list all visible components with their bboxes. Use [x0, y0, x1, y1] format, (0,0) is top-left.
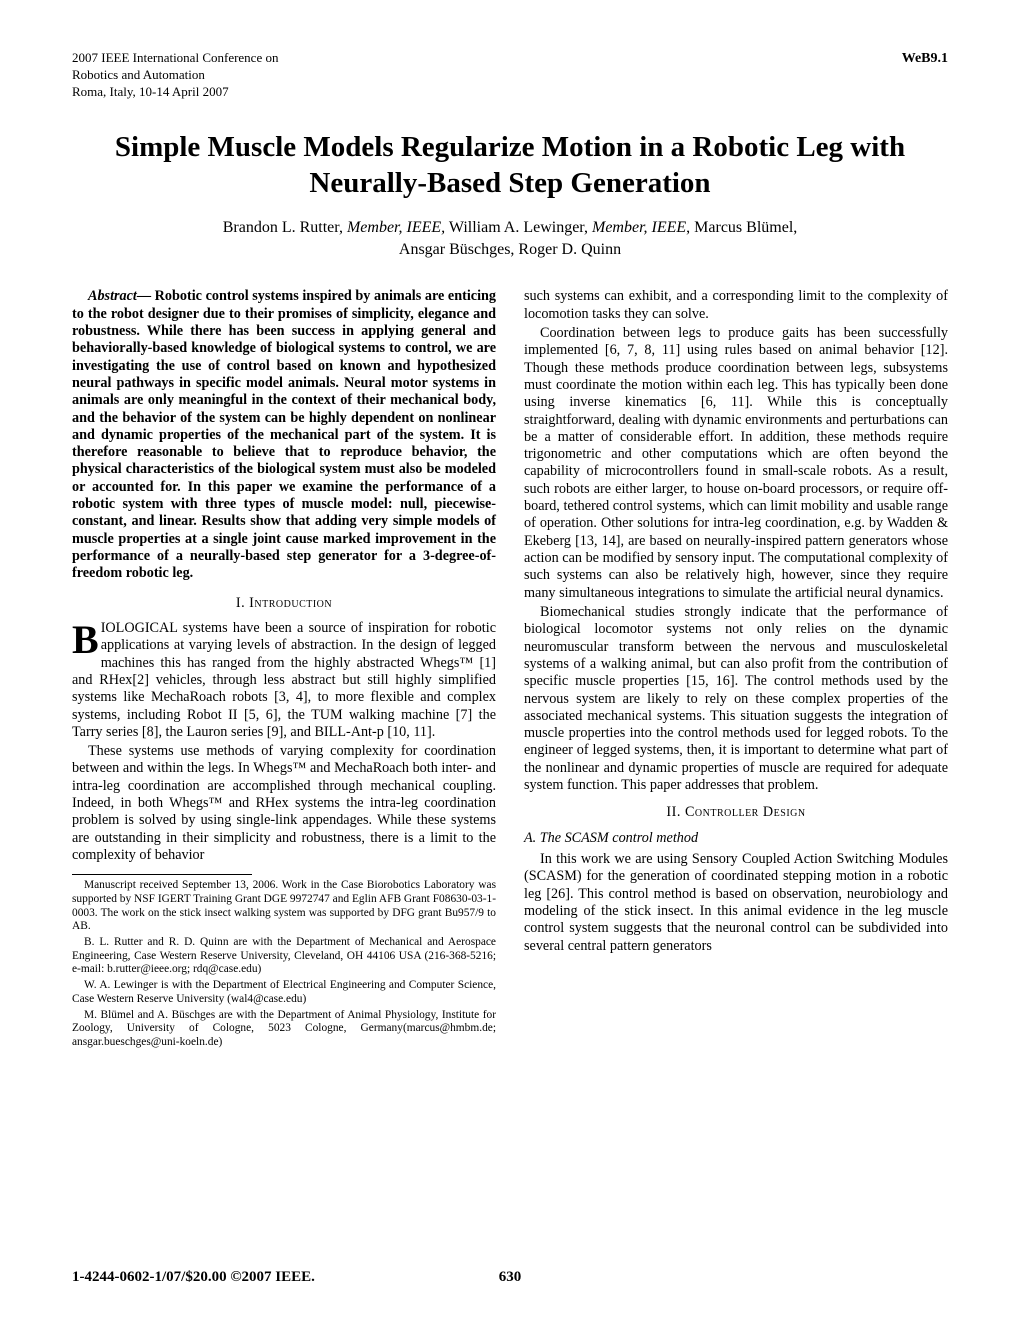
copyright-text: 1-4244-0602-1/07/$20.00 ©2007 IEEE. — [72, 1269, 315, 1286]
footnote-1: Manuscript received September 13, 2006. … — [72, 879, 496, 934]
member-ieee-2: Member, IEEE — [592, 219, 686, 236]
col2-para2: Coordination between legs to produce gai… — [524, 325, 948, 602]
two-column-body: Abstract— Robotic control systems inspir… — [72, 288, 948, 1051]
conference-line1: 2007 IEEE International Conference on — [72, 50, 278, 65]
right-body: such systems can exhibit, and a correspo… — [524, 288, 948, 794]
footnotes: Manuscript received September 13, 2006. … — [72, 879, 496, 1049]
intro-para2: These systems use methods of varying com… — [72, 743, 496, 864]
section2-body: In this work we are using Sensory Couple… — [524, 851, 948, 955]
page-number: 630 — [499, 1269, 522, 1286]
conference-info: 2007 IEEE International Conference on Ro… — [72, 50, 278, 101]
page-footer: 1-4244-0602-1/07/$20.00 ©2007 IEEE. 630 … — [72, 1269, 948, 1286]
author-text-2: William A. Lewinger, — [445, 219, 592, 236]
section-1-title: I. Introduction — [236, 595, 332, 611]
footnote-2: B. L. Rutter and R. D. Quinn are with th… — [72, 936, 496, 977]
abstract-block: Abstract— Robotic control systems inspir… — [72, 288, 496, 582]
section-2-title: II. Controller Design — [666, 804, 805, 820]
section-2-heading: II. Controller Design — [524, 804, 948, 821]
abstract-text: — Robotic control systems inspired by an… — [72, 288, 496, 581]
footnote-3: W. A. Lewinger is with the Department of… — [72, 979, 496, 1006]
member-ieee-1: Member, IEEE, — [347, 219, 445, 236]
dropcap-b: B — [72, 620, 101, 656]
footnote-4: M. Blümel and A. Büschges are with the D… — [72, 1009, 496, 1050]
intro-body: BIOLOGICAL systems have been a source of… — [72, 620, 496, 864]
col2-para3: Biomechanical studies strongly indicate … — [524, 604, 948, 794]
section2-para1: In this work we are using Sensory Couple… — [524, 851, 948, 955]
author-list: Brandon L. Rutter, Member, IEEE, William… — [72, 217, 948, 260]
page: 2007 IEEE International Conference on Ro… — [0, 0, 1020, 1320]
column-left: Abstract— Robotic control systems inspir… — [72, 288, 496, 1051]
author-text-3: , Marcus Blümel, — [686, 219, 797, 236]
author-line2: Ansgar Büschges, Roger D. Quinn — [399, 241, 621, 258]
col2-para1: such systems can exhibit, and a correspo… — [524, 288, 948, 323]
abstract-label: Abstract — [88, 288, 137, 304]
paper-title: Simple Muscle Models Regularize Motion i… — [72, 129, 948, 202]
conference-venue: Roma, Italy, 10-14 April 2007 — [72, 84, 229, 99]
session-id: WeB9.1 — [902, 50, 948, 68]
conference-line2: Robotics and Automation — [72, 67, 205, 82]
section-1-heading: I. Introduction — [72, 595, 496, 612]
footnote-separator — [72, 874, 252, 875]
author-text-1: Brandon L. Rutter, — [223, 219, 347, 236]
subsection-a-heading: A. The SCASM control method — [524, 830, 948, 847]
column-right: such systems can exhibit, and a correspo… — [524, 288, 948, 1051]
page-header: 2007 IEEE International Conference on Ro… — [72, 50, 948, 101]
intro-para1: IOLOGICAL systems have been a source of … — [72, 620, 496, 740]
